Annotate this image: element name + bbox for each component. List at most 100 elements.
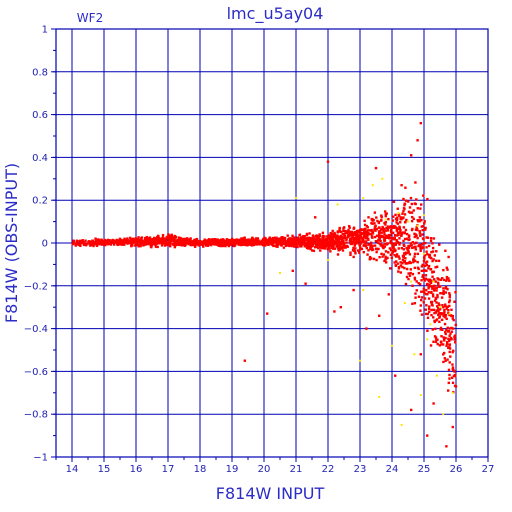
- red-point: [454, 291, 457, 294]
- red-point: [412, 217, 415, 221]
- red-point: [437, 283, 440, 286]
- red-point: [300, 236, 304, 239]
- red-point: [415, 234, 418, 237]
- red-point: [450, 376, 454, 379]
- red-point: [418, 232, 422, 235]
- red-point: [327, 245, 331, 248]
- red-point: [393, 254, 396, 257]
- red-point: [169, 244, 172, 248]
- red-point: [236, 241, 240, 245]
- red-point: [383, 233, 386, 236]
- red-point: [178, 243, 181, 247]
- red-point: [236, 238, 240, 242]
- red-point: [137, 245, 140, 248]
- red-point: [109, 241, 113, 244]
- red-point: [407, 251, 410, 254]
- red-point: [157, 238, 161, 242]
- red-point: [354, 237, 357, 240]
- red-point: [309, 238, 313, 242]
- red-point: [206, 244, 210, 247]
- yellow-point: [448, 312, 451, 315]
- red-point: [446, 305, 449, 309]
- red-point: [419, 246, 422, 249]
- red-point: [282, 239, 285, 242]
- red-point: [339, 244, 342, 247]
- red-point: [398, 237, 401, 240]
- red-point: [435, 305, 439, 308]
- red-point: [433, 299, 437, 302]
- red-point: [290, 241, 293, 245]
- red-point: [343, 233, 346, 237]
- red-point: [241, 237, 245, 240]
- red-point: [401, 231, 404, 234]
- red-point: [291, 239, 294, 242]
- red-point: [329, 239, 333, 242]
- red-point: [206, 239, 209, 242]
- red-point: [419, 234, 422, 238]
- red-point: [305, 233, 309, 237]
- red-point: [427, 264, 431, 268]
- red-outlier-point: [314, 216, 317, 219]
- red-point: [326, 244, 329, 248]
- red-point: [274, 239, 277, 243]
- red-point: [438, 303, 441, 307]
- yellow-points-layer: [279, 177, 454, 426]
- red-point: [437, 312, 441, 315]
- red-point: [424, 308, 427, 311]
- red-point: [363, 223, 367, 227]
- red-point: [422, 277, 426, 281]
- red-point: [221, 243, 224, 247]
- red-point: [426, 197, 429, 201]
- red-point: [448, 296, 451, 299]
- red-point: [308, 232, 311, 235]
- yellow-point: [362, 197, 365, 200]
- red-point: [193, 243, 196, 247]
- red-point: [396, 207, 399, 210]
- red-point: [353, 236, 356, 239]
- red-point: [386, 229, 390, 232]
- red-point: [243, 236, 246, 239]
- red-point: [442, 315, 446, 318]
- red-point: [426, 278, 429, 281]
- red-point: [427, 307, 431, 311]
- red-point: [194, 238, 197, 242]
- red-point: [435, 289, 438, 292]
- red-point: [411, 246, 414, 250]
- red-point: [392, 237, 396, 240]
- red-point: [342, 242, 346, 245]
- red-point: [437, 285, 440, 288]
- red-point: [218, 241, 222, 244]
- red-point: [351, 232, 355, 235]
- red-outlier-point: [432, 402, 435, 405]
- red-point: [360, 247, 364, 251]
- red-point: [136, 243, 140, 247]
- red-point: [143, 242, 146, 245]
- red-point: [373, 222, 376, 225]
- red-point: [341, 241, 344, 244]
- red-point: [381, 246, 385, 249]
- red-point: [144, 236, 147, 240]
- red-point: [94, 241, 97, 244]
- red-point: [378, 226, 381, 229]
- red-point: [451, 366, 455, 369]
- red-point: [119, 243, 122, 246]
- red-point: [311, 239, 315, 243]
- red-point: [344, 236, 347, 239]
- red-point: [438, 344, 441, 347]
- red-point: [172, 239, 176, 243]
- red-point: [372, 257, 376, 261]
- red-point: [126, 237, 129, 240]
- red-point: [275, 236, 278, 240]
- red-point: [388, 236, 392, 240]
- red-point: [309, 236, 312, 240]
- red-point: [396, 262, 399, 265]
- red-point: [312, 249, 316, 253]
- red-point: [303, 245, 306, 248]
- red-point: [384, 261, 388, 264]
- red-point: [270, 241, 273, 244]
- red-point: [436, 342, 439, 346]
- red-point: [148, 239, 151, 243]
- red-point: [359, 240, 363, 243]
- red-point: [431, 242, 434, 245]
- red-point: [389, 234, 392, 237]
